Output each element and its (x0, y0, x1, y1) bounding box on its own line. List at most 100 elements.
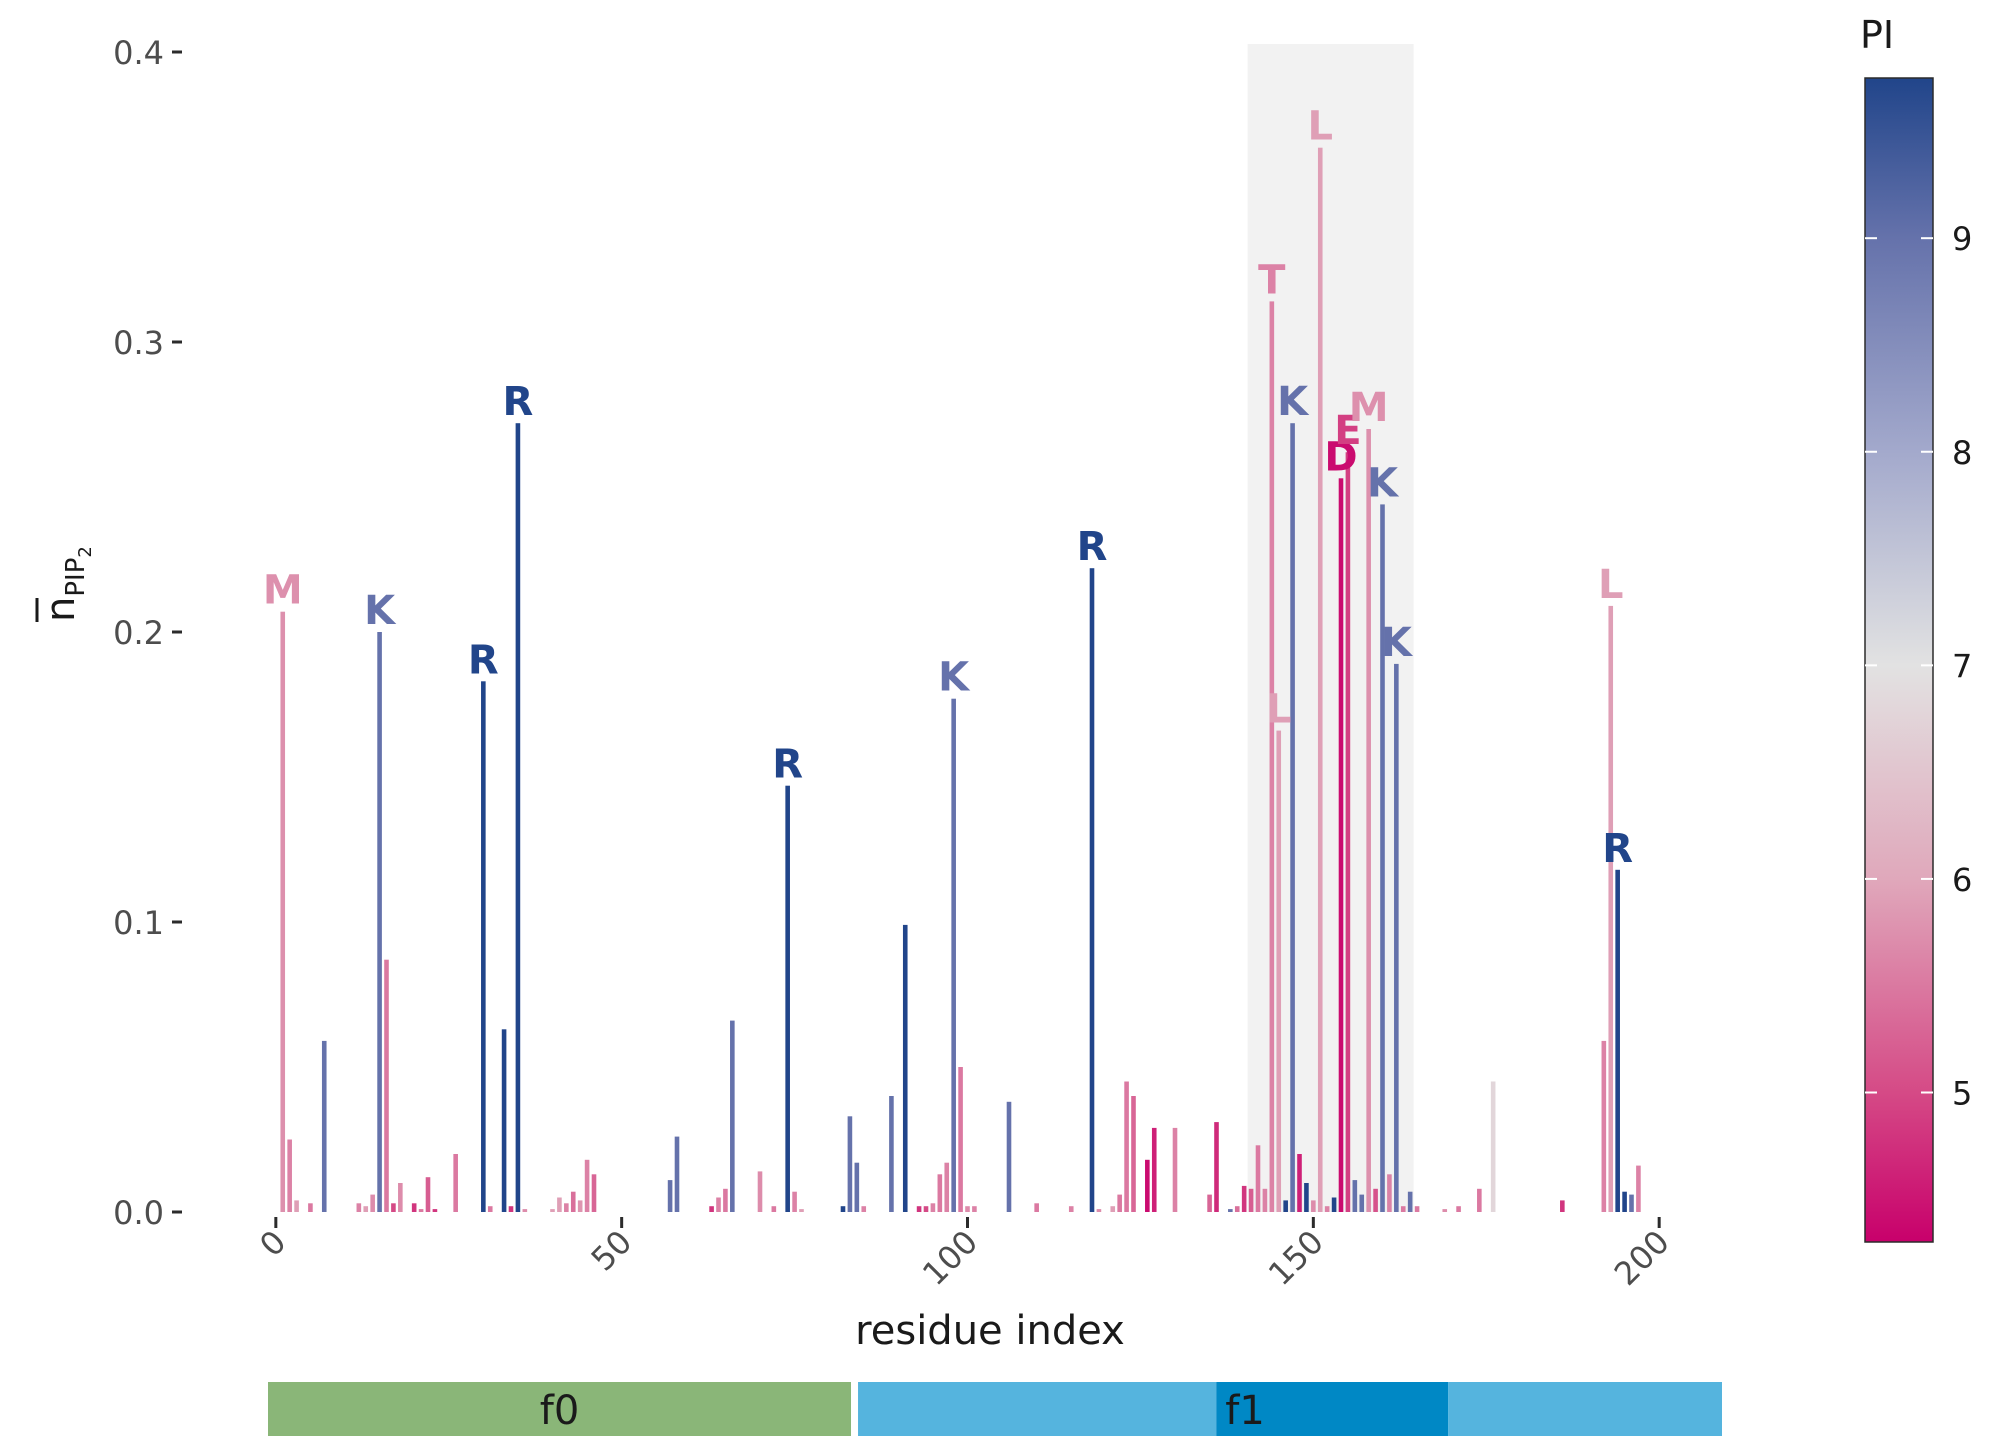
bar-residue (1110, 1206, 1116, 1212)
y-tick-label: 0.0 (113, 1194, 164, 1232)
bar-residue (1124, 1081, 1129, 1212)
colorbar-gradient (1864, 77, 1934, 1243)
bar-residue (674, 1136, 680, 1212)
bar-residue (584, 1159, 590, 1212)
bar-residue-label: K (1277, 379, 1310, 425)
y-axis-title-main: n (38, 597, 84, 622)
x-tick-label: 100 (915, 1223, 985, 1293)
bar-residue (1338, 478, 1344, 1212)
bar-residue (1345, 452, 1351, 1212)
bar-residue (481, 681, 486, 1212)
bar-residue-label: K (1367, 460, 1400, 506)
bar-residue (1262, 1188, 1268, 1212)
bar-residue (723, 1188, 728, 1212)
bar-residue (577, 1200, 583, 1212)
bar-residue (916, 1206, 922, 1212)
bar-residue-label: K (364, 588, 397, 634)
bar-residue (771, 1206, 777, 1212)
bar-residue-label: T (1258, 257, 1286, 303)
bar-residue (1394, 663, 1399, 1212)
highlight-region (1247, 44, 1414, 1212)
colorbar-ticks: 5 6 7 8 9 (1865, 220, 1972, 1112)
bar-residue-label: E (1334, 408, 1361, 454)
bar-residue (1241, 1185, 1247, 1212)
bar-residue (847, 1116, 853, 1212)
bar-residue (840, 1206, 846, 1212)
bar-residue (951, 698, 956, 1212)
bar-residue (709, 1206, 714, 1212)
colorbar-tick-label: 7 (1952, 647, 1972, 685)
bar-residue (1311, 1200, 1316, 1212)
track-segment-f0 (268, 1382, 852, 1436)
bar-residue (453, 1154, 458, 1212)
x-axis: 0 50 100 150 200 (252, 1217, 1677, 1293)
bar-residue (501, 1029, 507, 1212)
bar-residue (1006, 1101, 1012, 1212)
bar-residue (1131, 1096, 1136, 1212)
bar-residue (363, 1206, 369, 1212)
colorbar-title: PI (1860, 13, 1894, 57)
bar-residue-label: K (1381, 620, 1414, 666)
bar-residue (854, 1162, 860, 1212)
track-label-f0: f0 (540, 1388, 580, 1434)
y-axis-title-subsub: 2 (75, 546, 96, 557)
bar-residue (937, 1174, 943, 1212)
track-label-f1: f1 (1225, 1388, 1265, 1434)
bar-residue (1089, 568, 1095, 1212)
bar-residue (377, 632, 382, 1212)
x-axis-title: residue index (855, 1308, 1125, 1354)
bar-residue (1560, 1200, 1565, 1212)
bar-residue (1407, 1191, 1413, 1212)
bar-residue (1608, 605, 1614, 1212)
bar-residue (1490, 1081, 1496, 1212)
bar-residue (411, 1203, 417, 1212)
bar-residue (1207, 1194, 1212, 1212)
bar-residue (1234, 1206, 1240, 1212)
bar-residue (799, 1209, 804, 1212)
bar-residue (1283, 1200, 1288, 1212)
bar-residue (1255, 1145, 1261, 1212)
bar-residue (557, 1197, 562, 1212)
colorbar-tick-label: 9 (1952, 220, 1972, 258)
x-tick-label: 200 (1607, 1223, 1677, 1293)
bar-residue (902, 924, 908, 1212)
bar-residue (1068, 1206, 1074, 1212)
bar-residue (923, 1206, 929, 1212)
x-tick-label: 50 (584, 1223, 640, 1279)
bar-residue (321, 1040, 327, 1212)
x-tick-label: 150 (1261, 1223, 1331, 1293)
track-segment-f1 (858, 1382, 1217, 1436)
colorbar-tick-label: 8 (1952, 434, 1972, 472)
bar-residue (972, 1206, 977, 1212)
bar-residue (1615, 869, 1620, 1212)
bar-residue (294, 1200, 299, 1212)
bar-residue (1096, 1209, 1102, 1212)
bar-residue-label: K (938, 655, 971, 701)
y-axis: 0.0 0.1 0.2 0.3 0.4 (113, 34, 182, 1232)
bar-residue (1324, 1206, 1330, 1212)
bar-residue (1380, 504, 1385, 1212)
bar-residue (425, 1177, 431, 1212)
colorbar-tick-label: 5 (1952, 1074, 1972, 1112)
bar-residue (384, 959, 389, 1212)
bar-residue (280, 611, 286, 1212)
bar-residue (287, 1139, 292, 1212)
bar-residue (667, 1180, 673, 1212)
bar-residue (591, 1174, 597, 1212)
y-tick-label: 0.1 (113, 904, 164, 942)
bar-residue (965, 1206, 970, 1212)
bar-residue (716, 1197, 721, 1212)
bar-residue (1629, 1194, 1634, 1212)
bar-residue (522, 1209, 528, 1212)
bar-residue (944, 1162, 950, 1212)
bar-residue (1145, 1159, 1150, 1212)
bar-residue (889, 1096, 894, 1212)
bar-residue-label: D (1324, 434, 1357, 480)
track-segment-f1 (1216, 1382, 1449, 1436)
bar-residue-label: L (1598, 562, 1624, 608)
colorbar-tick-label: 6 (1952, 861, 1972, 899)
bar-residue-label: M (263, 568, 303, 614)
bar-residue (570, 1191, 576, 1212)
